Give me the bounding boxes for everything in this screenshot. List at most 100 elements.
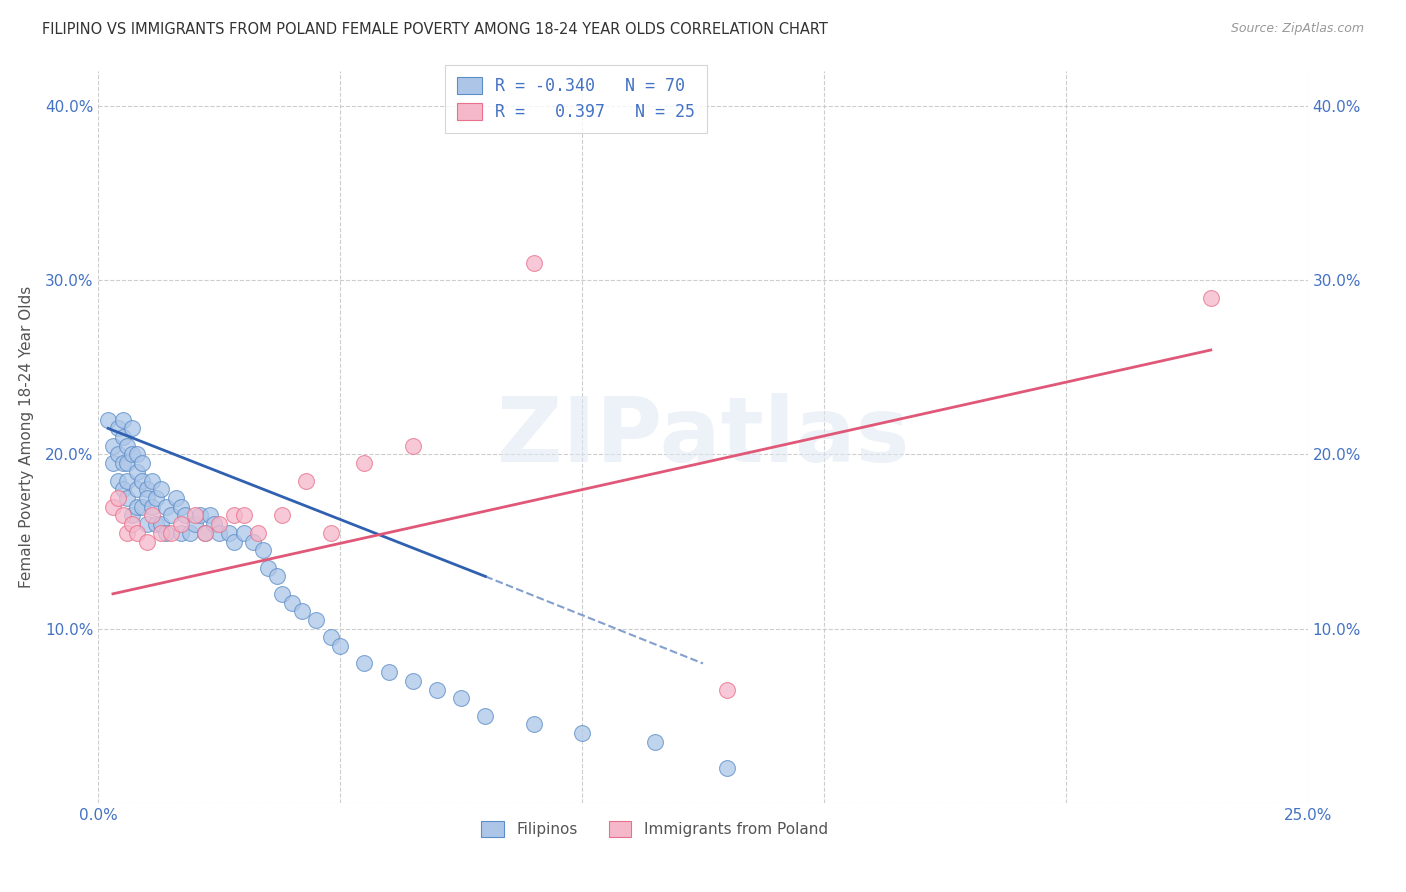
Point [107, 448, 129, 462]
Point [169, 500, 191, 514]
Point [716, 761, 738, 775]
Point [194, 525, 217, 540]
Point [305, 613, 328, 627]
Point [169, 525, 191, 540]
Point [135, 483, 157, 497]
Point [141, 508, 163, 523]
Point [247, 525, 270, 540]
Point [426, 682, 449, 697]
Point [523, 256, 546, 270]
Point [155, 500, 177, 514]
Point [150, 483, 173, 497]
Point [252, 543, 274, 558]
Point [218, 525, 240, 540]
Point [256, 560, 278, 574]
Text: FILIPINO VS IMMIGRANTS FROM POLAND FEMALE POVERTY AMONG 18-24 YEAR OLDS CORRELAT: FILIPINO VS IMMIGRANTS FROM POLAND FEMAL… [42, 22, 828, 37]
Point [131, 500, 153, 514]
Point [198, 508, 221, 523]
Point [97, 412, 120, 426]
Point [353, 657, 375, 671]
Point [644, 735, 666, 749]
Point [329, 639, 352, 653]
Point [111, 412, 134, 426]
Point [117, 491, 139, 505]
Point [107, 491, 129, 505]
Point [208, 525, 231, 540]
Point [377, 665, 399, 680]
Point [150, 525, 173, 540]
Point [121, 517, 143, 532]
Legend: Filipinos, Immigrants from Poland: Filipinos, Immigrants from Poland [472, 812, 837, 847]
Point [117, 525, 139, 540]
Point [290, 604, 312, 618]
Point [117, 439, 139, 453]
Point [121, 448, 143, 462]
Point [117, 474, 139, 488]
Point [188, 508, 211, 523]
Point [1199, 291, 1222, 305]
Point [150, 517, 173, 532]
Point [319, 631, 342, 645]
Point [474, 708, 496, 723]
Point [107, 421, 129, 435]
Point [121, 421, 143, 435]
Point [145, 491, 167, 505]
Point [266, 569, 288, 583]
Point [295, 474, 318, 488]
Point [127, 448, 149, 462]
Point [169, 517, 191, 532]
Point [160, 525, 183, 540]
Point [111, 456, 134, 470]
Y-axis label: Female Poverty Among 18-24 Year Olds: Female Poverty Among 18-24 Year Olds [18, 286, 34, 588]
Point [271, 508, 294, 523]
Point [131, 474, 153, 488]
Point [232, 508, 254, 523]
Text: ZIPatlas: ZIPatlas [496, 393, 910, 481]
Point [127, 465, 149, 479]
Point [353, 456, 375, 470]
Point [716, 682, 738, 697]
Point [111, 483, 134, 497]
Point [131, 456, 153, 470]
Point [402, 673, 425, 688]
Point [208, 517, 231, 532]
Point [523, 717, 546, 731]
Point [121, 508, 143, 523]
Point [194, 525, 217, 540]
Point [184, 517, 207, 532]
Point [571, 726, 593, 740]
Point [127, 483, 149, 497]
Point [160, 508, 183, 523]
Point [141, 474, 163, 488]
Point [101, 456, 124, 470]
Point [281, 595, 304, 609]
Point [179, 525, 201, 540]
Text: Source: ZipAtlas.com: Source: ZipAtlas.com [1230, 22, 1364, 36]
Point [111, 430, 134, 444]
Point [242, 534, 264, 549]
Point [145, 517, 167, 532]
Point [117, 456, 139, 470]
Point [101, 500, 124, 514]
Point [155, 525, 177, 540]
Point [111, 508, 134, 523]
Point [135, 534, 157, 549]
Point [165, 491, 187, 505]
Point [174, 508, 197, 523]
Point [107, 474, 129, 488]
Point [127, 500, 149, 514]
Point [184, 508, 207, 523]
Point [450, 691, 472, 706]
Point [232, 525, 254, 540]
Point [319, 525, 342, 540]
Point [222, 534, 245, 549]
Point [135, 517, 157, 532]
Point [204, 517, 226, 532]
Point [135, 491, 157, 505]
Point [271, 587, 294, 601]
Point [141, 500, 163, 514]
Point [222, 508, 245, 523]
Point [402, 439, 425, 453]
Point [127, 525, 149, 540]
Point [101, 439, 124, 453]
